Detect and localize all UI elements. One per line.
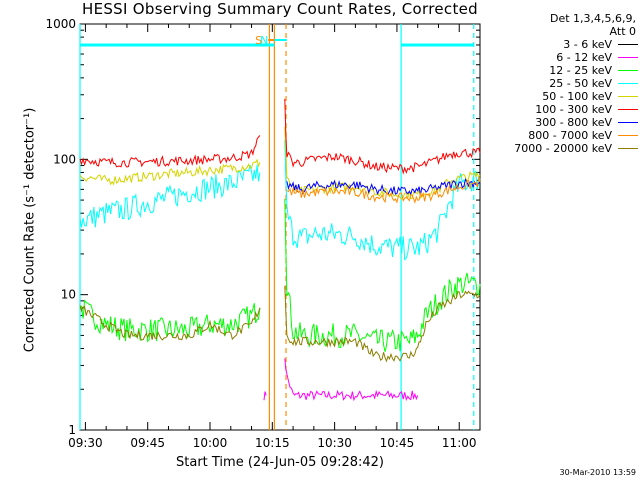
legend-swatch bbox=[618, 96, 638, 97]
x-tick-label: 10:30 bbox=[317, 436, 352, 450]
series-line-6-12keV bbox=[284, 358, 419, 402]
legend-label: 100 - 300 keV bbox=[535, 103, 612, 116]
legend-header-2: Att 0 bbox=[609, 25, 636, 38]
legend-entry: 50 - 100 keV bbox=[483, 90, 638, 103]
legend-entry: 25 - 50 keV bbox=[483, 77, 638, 90]
series-line-7000-20000keV bbox=[284, 285, 481, 363]
legend-entry: 300 - 800 keV bbox=[483, 116, 638, 129]
legend: Det 1,3,4,5,6,9, Att 0 3 - 6 keV 6 - 12 … bbox=[483, 12, 638, 155]
series-line-100-300keV bbox=[284, 98, 481, 175]
x-tick-label: 10:00 bbox=[193, 436, 228, 450]
x-tick-label: 09:30 bbox=[68, 436, 103, 450]
legend-swatch bbox=[618, 44, 638, 45]
legend-label: 300 - 800 keV bbox=[535, 116, 612, 129]
legend-swatch bbox=[618, 83, 638, 84]
flag-label: S bbox=[255, 34, 262, 47]
legend-entry: 12 - 25 keV bbox=[483, 64, 638, 77]
legend-entry: 100 - 300 keV bbox=[483, 103, 638, 116]
series-line-12-25keV bbox=[284, 198, 481, 352]
x-tick-label: 10:45 bbox=[380, 436, 415, 450]
legend-label: 25 - 50 keV bbox=[549, 77, 612, 90]
x-tick-label: 10:15 bbox=[255, 436, 290, 450]
series-line-12-25keV bbox=[79, 299, 261, 343]
legend-swatch bbox=[618, 148, 638, 149]
timestamp: 30-Mar-2010 13:59 bbox=[559, 468, 637, 477]
legend-label: 6 - 12 keV bbox=[556, 51, 612, 64]
legend-label: 12 - 25 keV bbox=[549, 64, 612, 77]
legend-label: 50 - 100 keV bbox=[542, 90, 612, 103]
series-line-100-300keV bbox=[79, 135, 261, 168]
legend-swatch bbox=[618, 109, 638, 110]
flag-label: N bbox=[260, 34, 268, 47]
series-line-25-50keV bbox=[79, 164, 261, 228]
x-axis-label: Start Time (24-Jun-05 09:28:42) bbox=[176, 455, 384, 470]
series-line-50-100keV bbox=[79, 158, 261, 186]
y-tick-label: 10 bbox=[61, 288, 76, 302]
y-tick-label: 100 bbox=[53, 152, 76, 166]
legend-label: 7000 - 20000 keV bbox=[514, 142, 612, 155]
legend-swatch bbox=[618, 122, 638, 123]
plot-frame bbox=[79, 23, 481, 431]
series-line-6-12keV bbox=[263, 391, 267, 401]
series-line-800-7000keV bbox=[286, 176, 481, 204]
x-tick-label: 11:00 bbox=[442, 436, 477, 450]
y-axis-label: Corrected Count Rate (s⁻¹ detector⁻¹) bbox=[22, 107, 38, 353]
legend-entry: 6 - 12 keV bbox=[483, 51, 638, 64]
y-tick-label: 1 bbox=[68, 423, 76, 437]
legend-label: 3 - 6 keV bbox=[563, 38, 612, 51]
legend-label: 800 - 7000 keV bbox=[528, 129, 612, 142]
series-line-7000-20000keV bbox=[79, 305, 261, 341]
legend-entry: 7000 - 20000 keV bbox=[483, 142, 638, 155]
legend-swatch bbox=[618, 57, 638, 58]
legend-header-1: Det 1,3,4,5,6,9, bbox=[549, 12, 636, 25]
series-line-300-800keV bbox=[286, 177, 481, 196]
series-line-25-50keV bbox=[284, 140, 481, 261]
legend-swatch bbox=[618, 70, 638, 71]
chart-title: HESSI Observing Summary Count Rates, Cor… bbox=[82, 0, 478, 18]
legend-entry: 3 - 6 keV bbox=[483, 38, 638, 51]
legend-entry: 800 - 7000 keV bbox=[483, 129, 638, 142]
x-tick-label: 09:45 bbox=[130, 436, 165, 450]
y-tick-label: 1000 bbox=[45, 17, 76, 31]
legend-swatch bbox=[618, 135, 638, 136]
